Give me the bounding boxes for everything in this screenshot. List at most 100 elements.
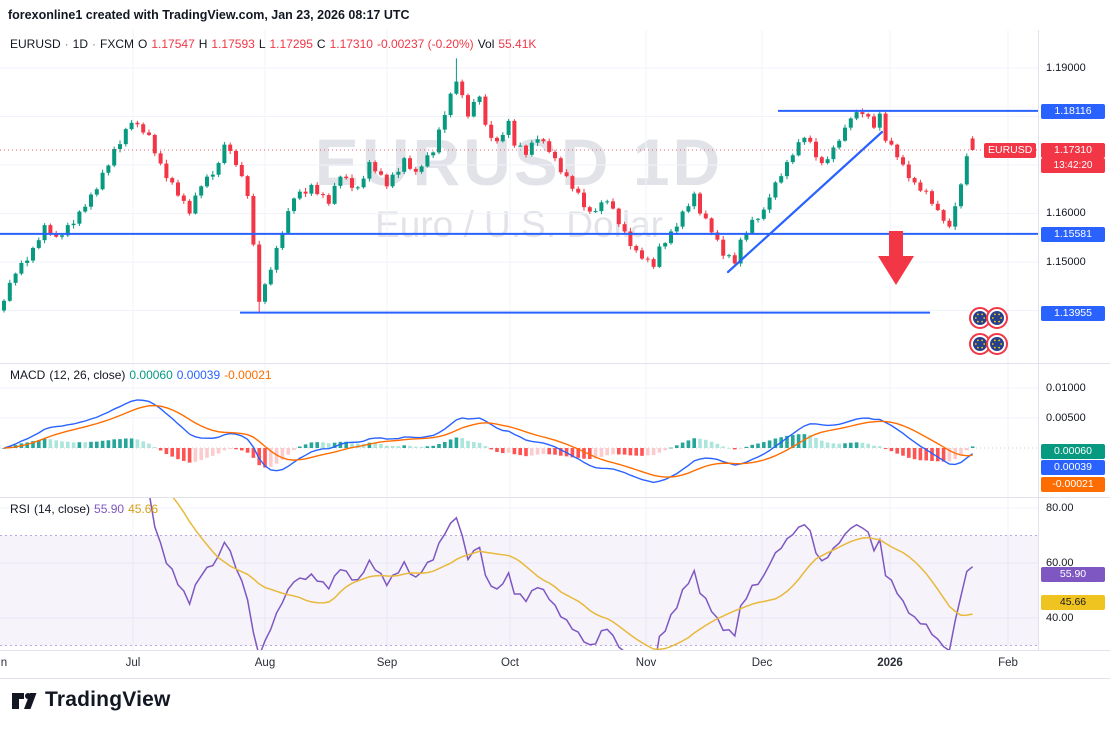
close-value: 1.17310 — [329, 37, 373, 51]
candle[interactable] — [466, 95, 470, 117]
chart-bottom-divider — [0, 678, 1110, 679]
rsi-band — [0, 535, 1038, 646]
time-axis-label: Jul — [125, 657, 141, 669]
candle[interactable] — [860, 112, 865, 115]
candle[interactable] — [645, 258, 650, 260]
price-level-badge: 1.13955 — [1041, 306, 1105, 321]
eu-flag-event-icon[interactable] — [986, 307, 1008, 329]
time-axis-label: Aug — [254, 657, 276, 669]
watermark-pair-name: Euro / U.S. Dollar — [375, 204, 663, 245]
rsi-value-badge: 55.90 — [1041, 567, 1105, 582]
macd-legend[interactable]: MACD (12, 26, close) 0.00060 0.00039 -0.… — [10, 368, 276, 382]
last-price-badge: 1.17310 — [1041, 143, 1105, 158]
high-value: 1.17593 — [211, 37, 255, 51]
change-value: -0.00237 (-0.20%) — [376, 37, 474, 51]
candle[interactable] — [13, 273, 18, 283]
open-value: 1.17547 — [151, 37, 195, 51]
low-value: 1.17295 — [269, 37, 313, 51]
candle[interactable] — [651, 259, 656, 267]
time-axis-label: Dec — [751, 657, 773, 669]
candle[interactable] — [257, 244, 262, 302]
macd-axis-label: 0.00500 — [1046, 412, 1086, 424]
macd-signal-line — [3, 404, 973, 478]
rsi-legend[interactable]: RSI (14, close) 55.90 45.66 — [10, 502, 162, 516]
high-label: H — [198, 37, 208, 51]
candle[interactable] — [448, 93, 453, 116]
low-label: L — [258, 37, 266, 51]
time-axis-label: Sep — [376, 657, 398, 669]
legend-exchange: FXCM — [100, 37, 135, 51]
candle[interactable] — [866, 114, 871, 117]
candle[interactable] — [634, 245, 639, 251]
price-axis-label: 1.19000 — [1046, 62, 1086, 74]
time-axis-label: Nov — [635, 657, 657, 669]
legend-separator: · — [92, 37, 97, 51]
tradingview-brand[interactable]: TradingView — [10, 686, 171, 714]
rsi-value-badge: 45.66 — [1041, 595, 1105, 610]
candle[interactable] — [732, 255, 737, 264]
macd-value-badge: -0.00021 — [1041, 477, 1105, 492]
macd-plot — [2, 399, 975, 484]
candle[interactable] — [483, 96, 488, 125]
candle[interactable] — [19, 262, 24, 274]
candle[interactable] — [7, 282, 12, 301]
last-price-symbol-badge: EURUSD — [984, 143, 1037, 158]
macd-value-badge: 0.00060 — [1041, 444, 1105, 459]
time-axis-label: n — [0, 657, 8, 669]
macd-line — [3, 399, 974, 484]
eu-flag-event-icon[interactable] — [969, 333, 991, 355]
macd-params: (12, 26, close) — [49, 368, 126, 382]
price-axis-separator[interactable] — [1038, 30, 1039, 650]
candle[interactable] — [471, 101, 476, 117]
macd-hist-value: 0.00060 — [129, 368, 173, 382]
time-axis-label: 2026 — [877, 657, 903, 669]
open-label: O — [138, 37, 148, 51]
volume-value: 55.41K — [498, 37, 537, 51]
candle[interactable] — [477, 96, 482, 102]
eu-flag-event-icon[interactable] — [986, 333, 1008, 355]
time-axis-label: Oct — [501, 657, 519, 669]
candle[interactable] — [657, 246, 662, 267]
rsi-axis-label: 60.00 — [1046, 557, 1074, 569]
candle[interactable] — [274, 247, 279, 270]
time-axis-label: Feb — [998, 657, 1018, 669]
time-axis-divider — [0, 650, 1110, 651]
macd-signal-value: -0.00021 — [224, 368, 272, 382]
legend-symbol[interactable]: EURUSD — [10, 37, 61, 51]
candle[interactable] — [640, 250, 644, 259]
price-level-badge: 1.18116 — [1041, 104, 1105, 119]
rsi-ma-value: 45.66 — [128, 502, 159, 516]
eu-flag-event-icon[interactable] — [969, 307, 991, 329]
volume-label: Vol — [477, 37, 495, 51]
price-axis-label: 1.15000 — [1046, 256, 1086, 268]
panel-divider[interactable] — [0, 363, 1110, 364]
price-axis-label: 1.16000 — [1046, 207, 1086, 219]
macd-value-badge: 0.00039 — [1041, 460, 1105, 475]
rsi-title[interactable]: RSI — [10, 502, 31, 516]
rsi-axis-label: 40.00 — [1046, 612, 1074, 624]
rsi-ma-line — [172, 498, 973, 650]
legend-interval[interactable]: 1D — [72, 37, 89, 51]
panel-divider[interactable] — [0, 497, 1110, 498]
price-level-badge: 1.15581 — [1041, 227, 1105, 242]
close-label: C — [316, 37, 326, 51]
macd-title[interactable]: MACD — [10, 368, 46, 382]
candle[interactable] — [854, 112, 859, 119]
candle[interactable] — [454, 81, 459, 94]
candle[interactable] — [727, 255, 731, 257]
candle[interactable] — [2, 300, 6, 311]
rsi-value: 55.90 — [94, 502, 125, 516]
candle[interactable] — [25, 260, 30, 263]
candle[interactable] — [268, 269, 273, 285]
macd-axis-label: 0.01000 — [1046, 382, 1086, 394]
brand-name: TradingView — [45, 688, 171, 711]
candle[interactable] — [263, 284, 267, 302]
tradingview-logo-icon — [12, 693, 37, 709]
watermark-symbol: EURUSD 1D — [314, 125, 724, 199]
candle[interactable] — [31, 247, 35, 261]
rsi-params: (14, close) — [34, 502, 91, 516]
candle[interactable] — [460, 81, 465, 96]
symbol-legend[interactable]: EURUSD · 1D · FXCM O 1.17547 H 1.17593 L… — [10, 37, 540, 51]
macd-line-value: 0.00039 — [176, 368, 221, 382]
